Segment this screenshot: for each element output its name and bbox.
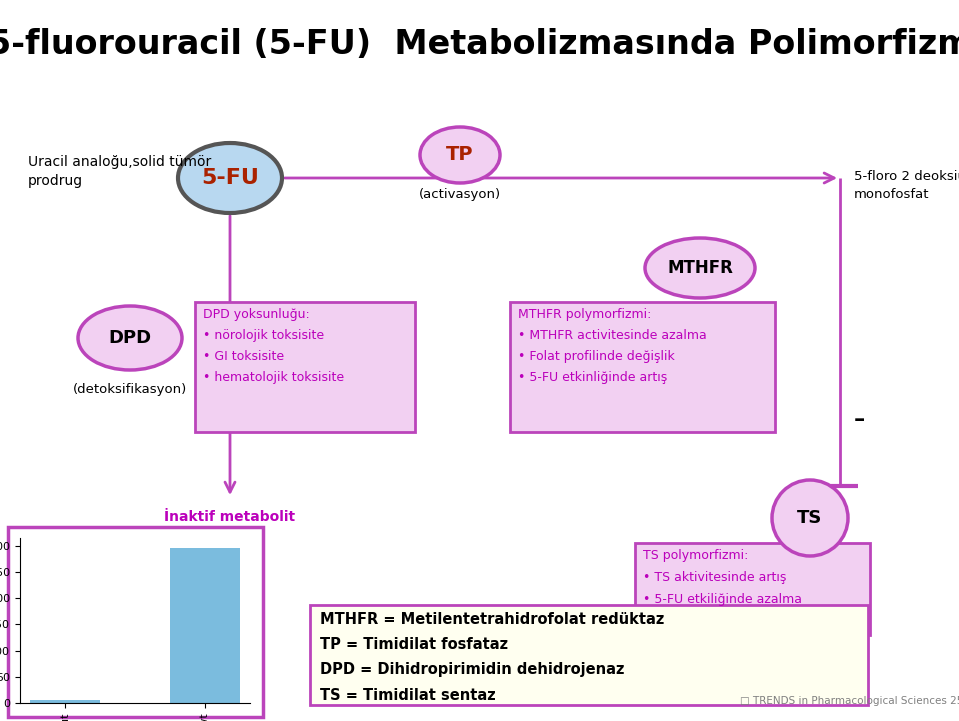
Text: TP: TP	[446, 146, 474, 164]
Text: TS polymorfizmi:
• TS aktivitesinde artış
• 5-FU etkiliğinde azalma: TS polymorfizmi: • TS aktivitesinde artı…	[643, 549, 802, 606]
Text: MTHFR: MTHFR	[667, 259, 733, 277]
Text: Uracil analoğu,solid tümör
prodrug: Uracil analoğu,solid tümör prodrug	[28, 155, 211, 188]
Text: MTHFR = Metilentetrahidrofolat redüktaz
TP = Timidilat fosfataz
DPD = Dihidropir: MTHFR = Metilentetrahidrofolat redüktaz …	[320, 612, 665, 702]
Ellipse shape	[78, 306, 182, 370]
Ellipse shape	[178, 143, 282, 213]
Bar	[31, 700, 100, 703]
Text: 5-FU: 5-FU	[201, 168, 259, 188]
Ellipse shape	[645, 238, 755, 298]
FancyBboxPatch shape	[635, 543, 870, 635]
FancyBboxPatch shape	[310, 605, 868, 705]
Ellipse shape	[420, 127, 500, 183]
Text: 5-floro 2 deoksiuridin
monofosfat: 5-floro 2 deoksiuridin monofosfat	[854, 170, 959, 201]
Text: (detoksifikasyon): (detoksifikasyon)	[73, 383, 187, 396]
Text: İnaktif metabolit: İnaktif metabolit	[164, 510, 295, 524]
Text: 5-fluorouracil (5-FU)  Metabolizmasında Polimorfizm: 5-fluorouracil (5-FU) Metabolizmasında P…	[0, 29, 959, 61]
Text: TS: TS	[797, 509, 823, 527]
Text: □ TRENDS in Pharmacological Sciences 25 (2004): □ TRENDS in Pharmacological Sciences 25 …	[740, 696, 959, 706]
Text: MTHFR polymorfizmi:
• MTHFR activitesinde azalma
• Folat profilinde değişlik
• 5: MTHFR polymorfizmi: • MTHFR activitesind…	[518, 308, 707, 384]
FancyBboxPatch shape	[195, 302, 415, 432]
Text: DPD: DPD	[108, 329, 152, 347]
Text: (activasyon): (activasyon)	[419, 188, 501, 201]
Text: –: –	[854, 410, 865, 430]
Text: DPD yoksunluğu:
• nörolojik toksisite
• GI toksisite
• hematolojik toksisite: DPD yoksunluğu: • nörolojik toksisite • …	[203, 308, 344, 384]
Ellipse shape	[772, 480, 848, 556]
FancyBboxPatch shape	[510, 302, 775, 432]
Bar	[170, 549, 240, 703]
